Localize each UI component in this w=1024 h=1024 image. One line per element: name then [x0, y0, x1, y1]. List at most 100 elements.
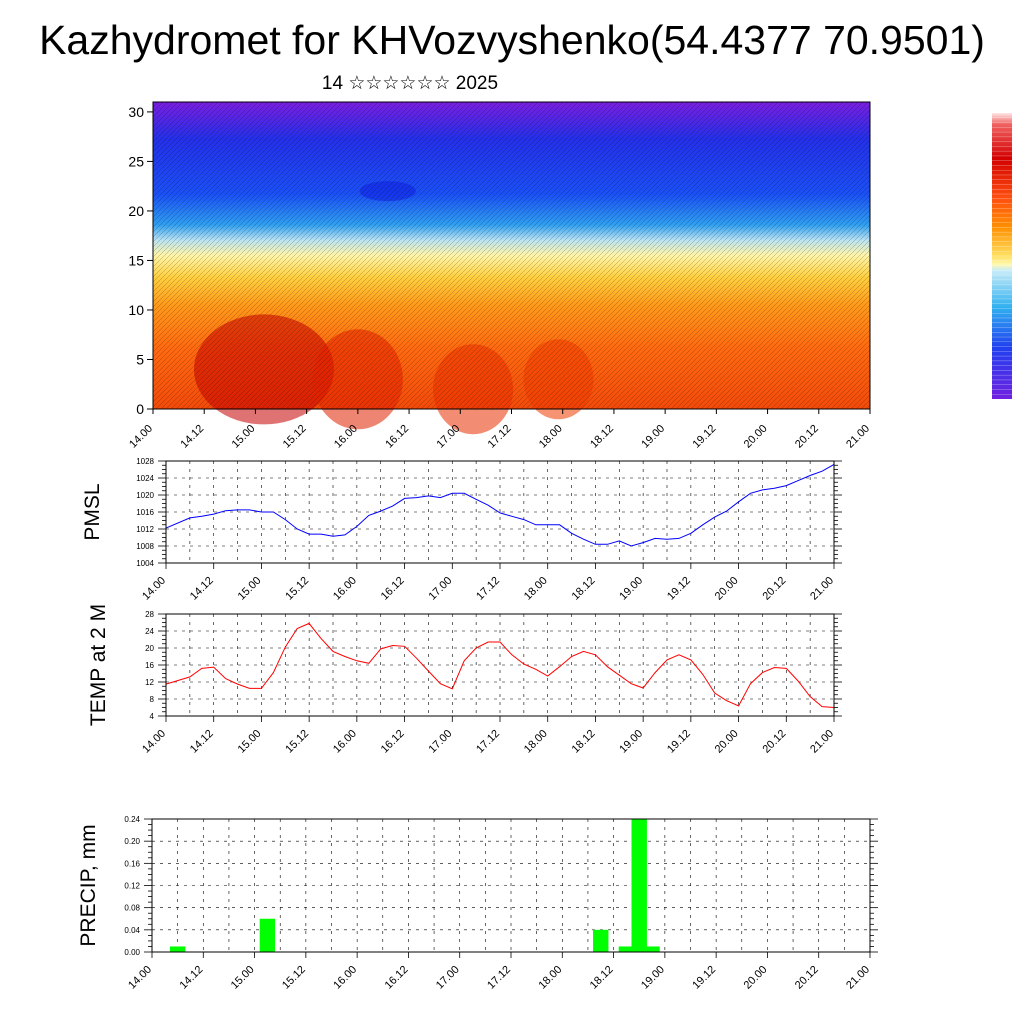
precip-bar: [644, 946, 660, 952]
precip-bar: [618, 946, 635, 952]
heatmap-x-tick-label: 20.00: [742, 423, 770, 451]
x-tick-label: 18.00: [522, 728, 550, 756]
y-tick-label: 20: [145, 644, 154, 653]
x-tick-label: 20.12: [760, 728, 788, 756]
precip-bar: [169, 946, 186, 952]
heatmap-y-tick-label: 30: [128, 104, 144, 120]
x-tick-label: 18.12: [588, 964, 616, 992]
heatmap-x-tick-label: 21.00: [844, 423, 872, 451]
x-tick-label: 14.12: [188, 728, 216, 756]
x-tick-label: 19.12: [690, 964, 718, 992]
x-tick-label: 19.00: [617, 728, 645, 756]
x-tick-label: 16.12: [383, 964, 411, 992]
y-tick-label: 1012: [136, 525, 154, 534]
y-axis-label: TEMP at 2 M: [87, 604, 110, 726]
x-tick-label: 20.00: [713, 575, 741, 603]
x-tick-label: 15.12: [283, 728, 311, 756]
y-tick-label: 0.12: [124, 882, 140, 891]
x-tick-label: 15.00: [236, 575, 264, 603]
y-tick-label: 0.08: [124, 904, 140, 913]
x-tick-label: 17.12: [485, 964, 513, 992]
pmsl-chart: 1004 1008 1012 1016 1020 1024 1028 14.00 14.12 15…: [81, 457, 842, 603]
heatmap-x-tick-label: 19.00: [639, 423, 667, 451]
y-axis-label: PMSL: [81, 483, 104, 540]
x-tick-label: 21.00: [808, 575, 836, 603]
x-tick-label: 21.00: [844, 964, 872, 992]
x-tick-label: 17.12: [474, 575, 502, 603]
y-axis-label: PRECIP, mm: [77, 824, 100, 946]
x-tick-label: 16.00: [331, 728, 359, 756]
y-tick-label: 0.00: [124, 948, 140, 957]
x-tick-label: 16.00: [331, 575, 359, 603]
page-subtitle: 14 ☆☆☆☆☆☆ 2025: [321, 73, 499, 94]
x-tick-label: 19.00: [639, 964, 667, 992]
heatmap-y-tick-label: 0: [136, 401, 144, 417]
y-tick-label: 24: [145, 627, 154, 636]
heatmap-x-tick-label: 20.12: [793, 423, 821, 451]
y-tick-label: 0.04: [124, 926, 140, 935]
heatmap-x-tick-label: 18.00: [537, 423, 565, 451]
x-tick-label: 19.00: [617, 575, 645, 603]
x-tick-label: 18.00: [522, 575, 550, 603]
x-tick-label: 20.12: [793, 964, 821, 992]
y-tick-label: 4: [150, 712, 155, 721]
y-tick-label: 1020: [136, 491, 154, 500]
y-tick-label: 28: [145, 610, 154, 619]
x-tick-label: 16.12: [379, 575, 407, 603]
wind-barbs: [153, 102, 870, 409]
x-tick-label: 20.00: [742, 964, 770, 992]
x-tick-label: 17.00: [426, 728, 454, 756]
heatmap-x-tick-label: 18.12: [588, 423, 616, 451]
x-tick-label: 19.12: [665, 728, 693, 756]
x-tick-label: 15.12: [283, 575, 311, 603]
x-tick-label: 14.12: [188, 575, 216, 603]
x-tick-label: 18.12: [570, 728, 598, 756]
heatmap-x-tick-label: 14.12: [178, 423, 206, 451]
x-tick-label: 20.00: [713, 728, 741, 756]
x-tick-label: 17.12: [474, 728, 502, 756]
x-tick-label: 18.12: [570, 575, 598, 603]
pmsl-series-line: [165, 463, 835, 547]
y-tick-label: 16: [145, 661, 154, 670]
y-tick-label: 0.16: [124, 859, 140, 868]
heatmap-x-tick-label: 15.12: [281, 423, 309, 451]
y-tick-label: 12: [145, 678, 154, 687]
x-tick-label: 14.00: [140, 575, 168, 603]
x-tick-label: 14.00: [126, 964, 154, 992]
x-tick-label: 17.00: [426, 575, 454, 603]
y-tick-label: 1028: [136, 457, 154, 466]
y-tick-label: 8: [150, 695, 155, 704]
x-tick-label: 16.12: [379, 728, 407, 756]
x-tick-label: 20.12: [760, 575, 788, 603]
precipitation-chart: 0.00 0.04 0.08 0.12 0.16 0.20 0.24 14.00 14.12 15…: [77, 815, 878, 992]
y-tick-label: 1024: [136, 474, 154, 483]
y-tick-label: 0.20: [124, 837, 140, 846]
temperature-chart: 4 8 12 16 20 24 28 14.00 14.12 15.00 15.12 16.00 16.…: [87, 604, 842, 756]
precip-bar: [631, 819, 647, 952]
x-tick-label: 18.00: [536, 964, 564, 992]
x-tick-label: 15.12: [280, 964, 308, 992]
heatmap-x-tick-label: 15.00: [230, 423, 258, 451]
heatmap-y-tick-label: 15: [128, 252, 144, 268]
y-tick-label: 0.24: [124, 815, 140, 824]
heatmap-x-tick-label: 19.12: [691, 423, 719, 451]
heatmap-y-tick-label: 25: [128, 153, 144, 169]
precip-bar: [259, 918, 276, 952]
y-tick-label: 1004: [136, 559, 154, 568]
colorbar: [992, 113, 1012, 399]
x-tick-label: 17.00: [434, 964, 462, 992]
x-tick-label: 15.00: [236, 728, 264, 756]
heatmap-y-tick-label: 20: [128, 203, 144, 219]
page-title: Kazhydromet for KHVozvyshenko(54.4377 70…: [39, 17, 985, 63]
x-tick-label: 19.12: [665, 575, 693, 603]
y-tick-label: 1008: [136, 542, 154, 551]
x-tick-label: 21.00: [808, 728, 836, 756]
x-tick-label: 14.00: [140, 728, 168, 756]
y-tick-label: 1016: [136, 508, 154, 517]
x-tick-label: 15.00: [229, 964, 257, 992]
x-tick-label: 14.12: [177, 964, 205, 992]
temperature-series-line: [165, 622, 835, 708]
heatmap-y-tick-label: 5: [136, 351, 144, 367]
heatmap-y-tick-label: 10: [128, 302, 144, 318]
